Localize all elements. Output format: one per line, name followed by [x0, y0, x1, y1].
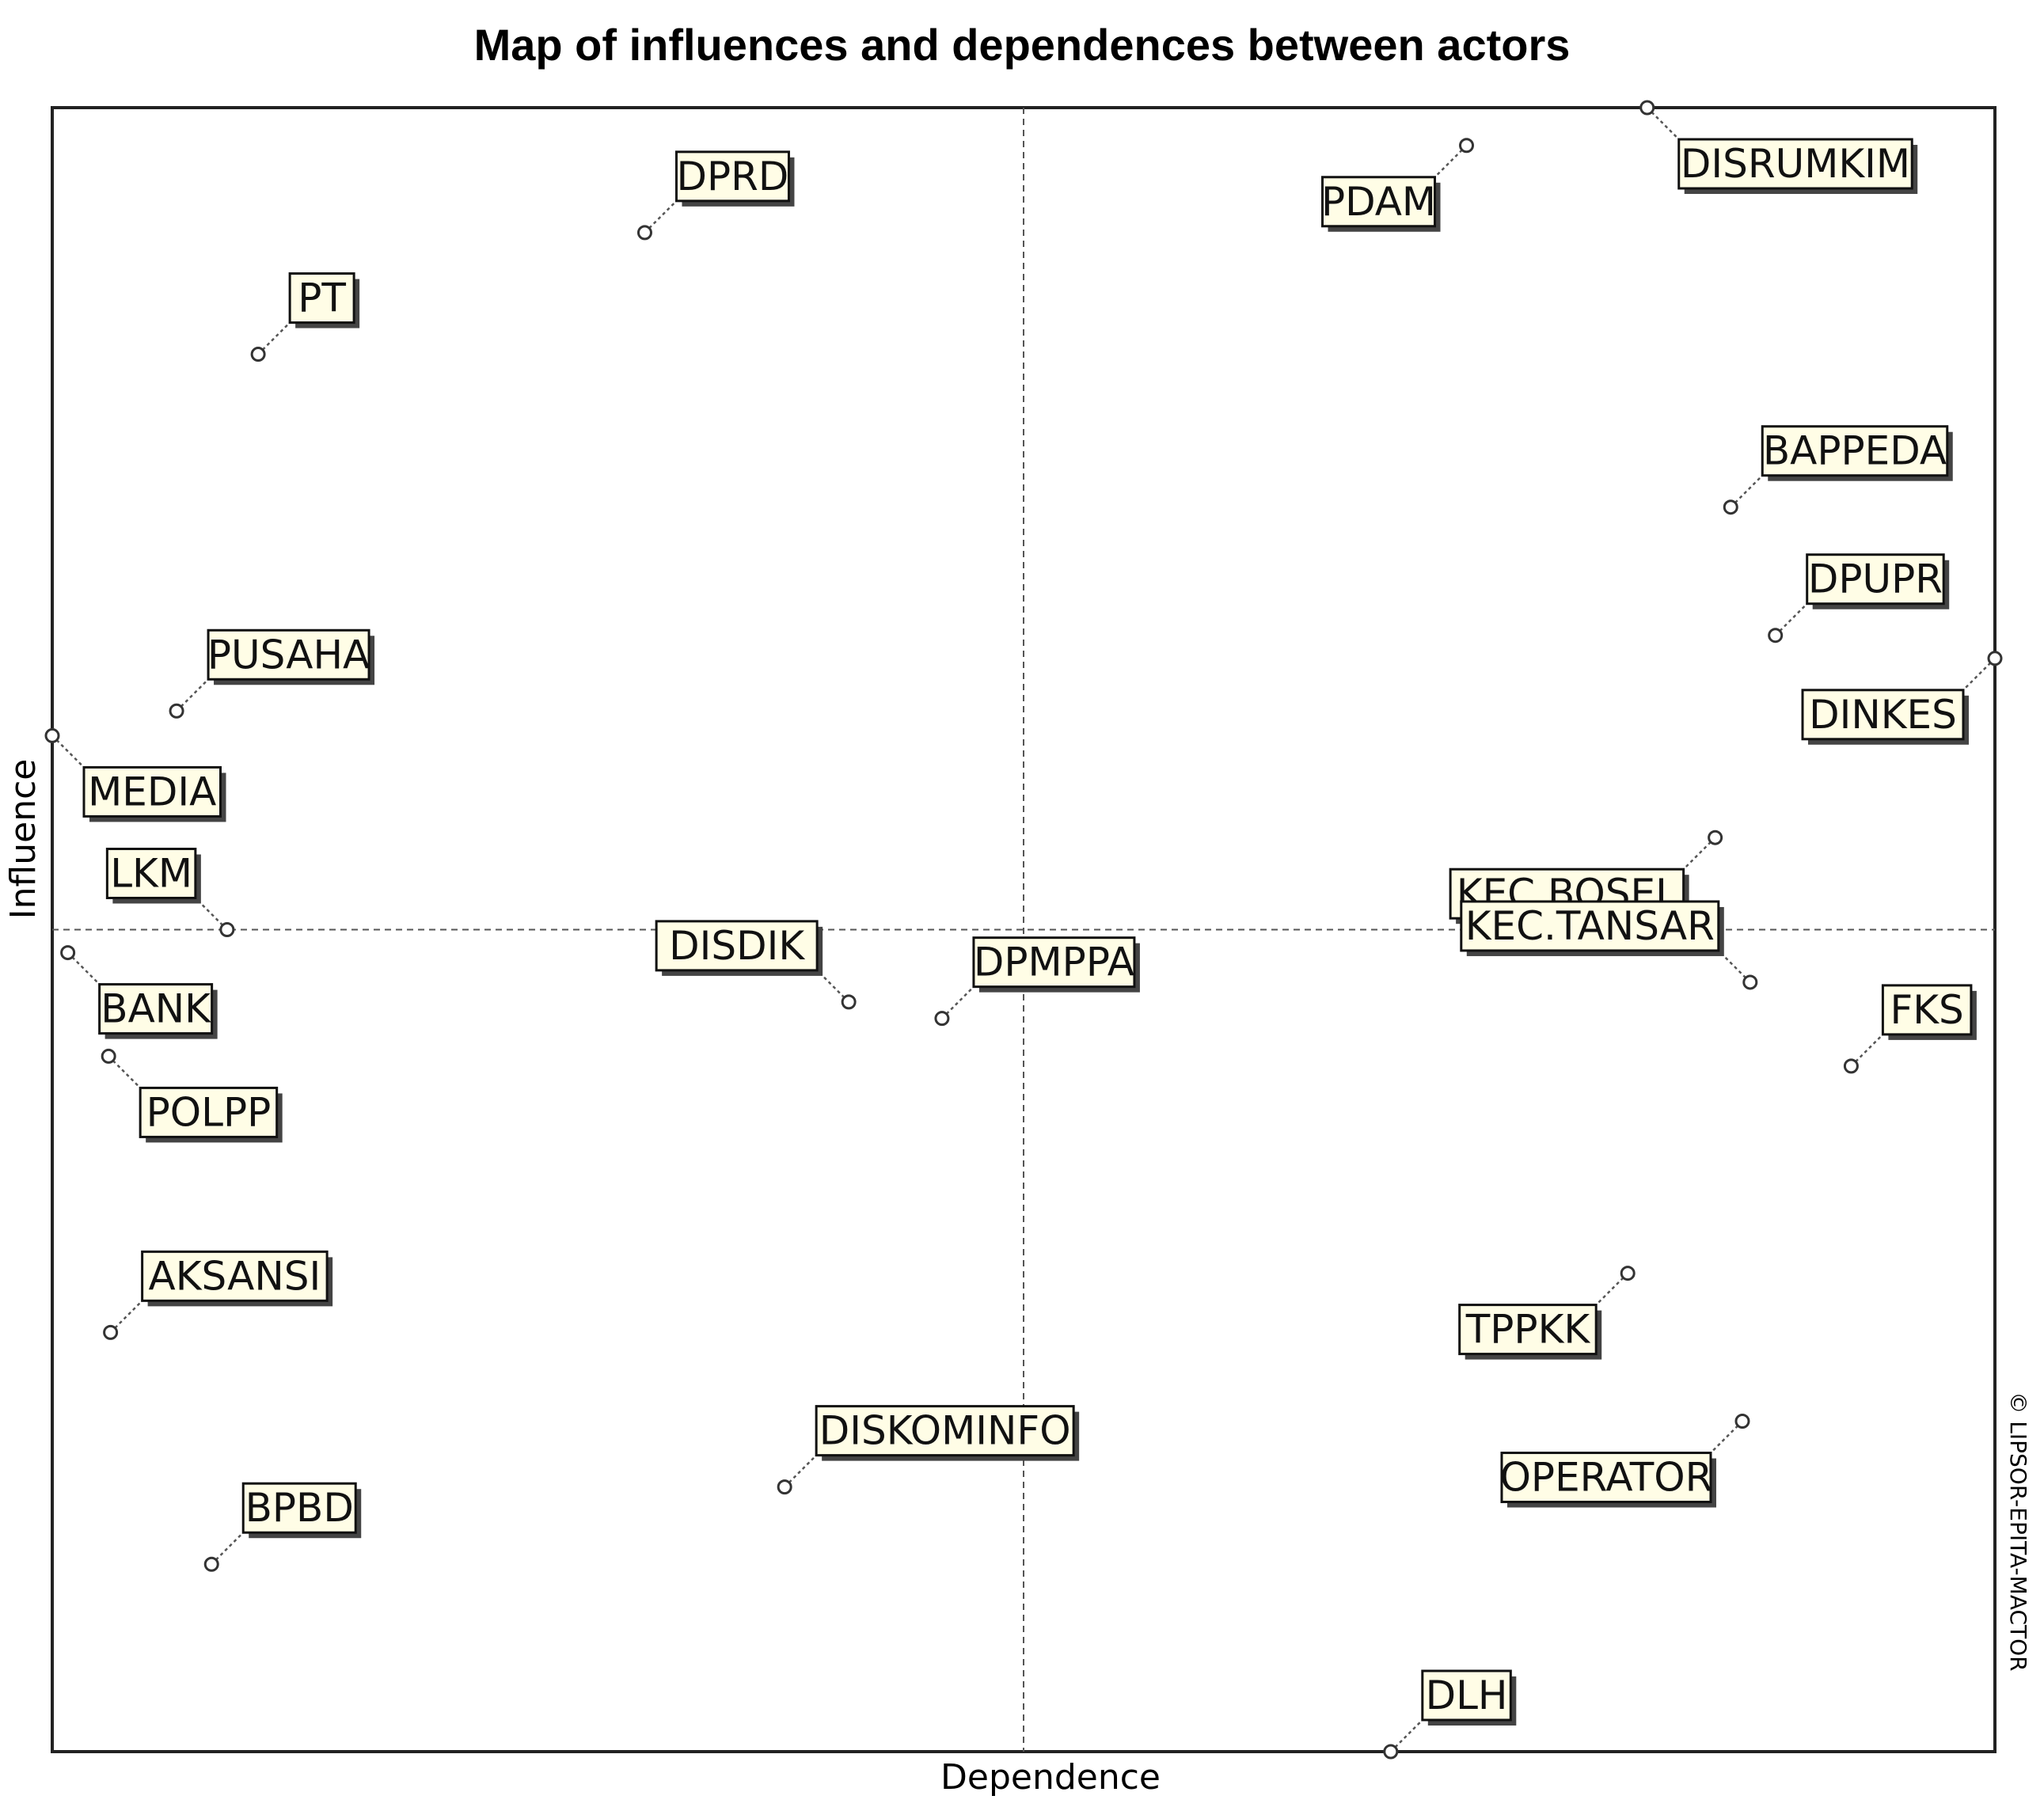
actor-label: DLH	[1426, 1672, 1508, 1718]
point-marker	[101, 1048, 116, 1064]
label-box	[1321, 176, 1437, 228]
actor-label: BANK	[101, 986, 211, 1032]
actor-point: DISDIK	[655, 920, 857, 1010]
point-marker	[841, 994, 857, 1010]
actor-point: DPUPR	[1768, 553, 1950, 644]
label-box	[105, 848, 197, 899]
point-marker	[636, 225, 652, 241]
point-marker	[777, 1479, 792, 1495]
label-box	[815, 1405, 1075, 1457]
actor-label: PDAM	[1321, 179, 1436, 225]
actor-point: DLH	[1383, 1669, 1517, 1760]
label-box	[207, 628, 370, 681]
actor-point: PT	[250, 272, 360, 363]
actor-label: AKSANSI	[148, 1253, 321, 1299]
actor-label: DISDIK	[669, 923, 805, 969]
point-marker	[1843, 1058, 1859, 1074]
label-box	[655, 920, 819, 972]
actor-label: MEDIA	[88, 769, 216, 814]
point-marker	[44, 727, 60, 743]
actor-label: BAPPEDA	[1763, 428, 1947, 474]
actor-label: FKS	[1890, 987, 1964, 1033]
label-box	[82, 765, 222, 818]
copyright-text: © LIPSOR-EPITA-MACTOR	[2005, 1391, 2031, 1671]
label-box	[1458, 1304, 1598, 1356]
actor-label: POLPP	[146, 1089, 272, 1135]
actor-point: DPMPPA	[934, 936, 1140, 1027]
label-box	[1806, 553, 1945, 606]
point-marker	[203, 1556, 219, 1572]
actor-point: DISRUMKIM	[1639, 100, 1918, 194]
actor-points: DISRUMKIM PDAM DPRD PT BAPPEDA DPUPR DINKES PUS…	[44, 100, 2003, 1760]
actor-label: KEC.TANSAR	[1465, 903, 1715, 949]
chart-title: Map of influences and dependences betwee…	[474, 20, 1571, 70]
actor-point: KEC.TANSAR	[1460, 900, 1758, 990]
label-box	[288, 272, 355, 325]
label-box	[141, 1250, 329, 1302]
point-marker	[1723, 499, 1738, 515]
label-box	[1500, 1452, 1712, 1504]
actor-point: AKSANSI	[103, 1250, 333, 1340]
point-marker	[1620, 1266, 1636, 1281]
actor-label: DISKOMINFO	[819, 1408, 1071, 1454]
point-marker	[1639, 100, 1655, 116]
actor-point: OPERATOR	[1500, 1414, 1750, 1508]
actor-point: TPPKK	[1458, 1266, 1636, 1360]
x-axis-label: Dependence	[940, 1757, 1161, 1798]
actor-label: TPPKK	[1465, 1307, 1591, 1353]
actor-point: BPBD	[203, 1482, 362, 1572]
point-marker	[1708, 830, 1723, 845]
label-box	[139, 1086, 279, 1138]
actor-label: LKM	[110, 851, 192, 897]
actor-point: BANK	[60, 945, 218, 1039]
label-box	[241, 1482, 357, 1534]
actor-point: LKM	[105, 848, 235, 937]
label-box	[98, 983, 214, 1035]
point-marker	[219, 922, 235, 937]
point-marker	[103, 1324, 119, 1340]
actor-point: BAPPEDA	[1723, 425, 1953, 515]
point-marker	[1459, 138, 1475, 154]
label-box	[1460, 900, 1720, 952]
actor-label: DPMPPA	[974, 940, 1134, 985]
label-box	[1881, 984, 1973, 1036]
actor-point: FKS	[1843, 984, 1977, 1074]
actor-label: BPBD	[245, 1485, 354, 1531]
point-marker	[169, 703, 184, 719]
point-marker	[1768, 628, 1784, 644]
point-marker	[250, 347, 266, 363]
point-marker	[1383, 1744, 1399, 1760]
point-marker	[60, 945, 76, 961]
label-box	[674, 150, 790, 203]
actor-label: DISRUMKIM	[1681, 141, 1910, 187]
point-marker	[1987, 651, 2003, 666]
actor-label: DPRD	[677, 154, 789, 199]
actor-point: PDAM	[1321, 138, 1475, 232]
actor-label: DPUPR	[1808, 556, 1943, 602]
y-axis-label: Influence	[3, 759, 44, 920]
actor-point: POLPP	[101, 1048, 283, 1143]
actor-label: OPERATOR	[1500, 1455, 1713, 1501]
label-box	[1761, 425, 1949, 477]
actor-label: PT	[298, 275, 346, 321]
actor-point: DPRD	[636, 150, 795, 241]
label-box	[1421, 1669, 1512, 1722]
actor-label: PUSAHA	[207, 632, 370, 678]
point-marker	[934, 1011, 950, 1027]
actor-point: MEDIA	[44, 727, 226, 822]
actor-point: DISKOMINFO	[777, 1405, 1080, 1495]
actor-point: DINKES	[1801, 651, 2003, 745]
label-box	[972, 936, 1136, 989]
actor-point: PUSAHA	[169, 628, 375, 719]
point-marker	[1742, 974, 1758, 990]
label-box	[1677, 138, 1913, 190]
actor-label: DINKES	[1809, 692, 1957, 738]
label-box	[1801, 689, 1965, 741]
point-marker	[1734, 1414, 1750, 1429]
